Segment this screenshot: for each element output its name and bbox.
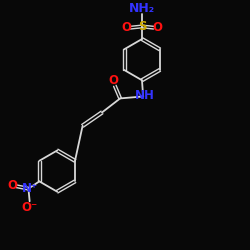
Text: O: O: [7, 178, 17, 192]
Text: O⁻: O⁻: [22, 200, 38, 213]
Text: N⁺: N⁺: [22, 182, 38, 195]
Text: O: O: [153, 21, 163, 34]
Text: O: O: [108, 74, 118, 87]
Text: NH₂: NH₂: [129, 2, 155, 15]
Text: NH: NH: [135, 90, 155, 102]
Text: S: S: [138, 20, 146, 33]
Text: O: O: [121, 21, 131, 34]
